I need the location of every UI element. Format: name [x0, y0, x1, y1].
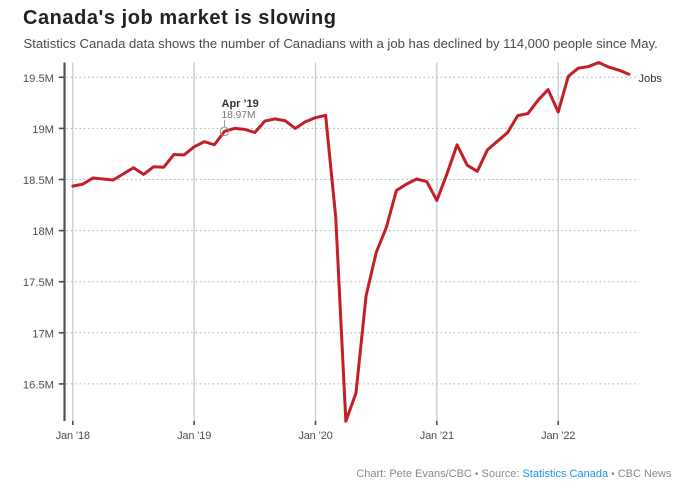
svg-text:16.5M: 16.5M [23, 379, 54, 391]
svg-text:19M: 19M [32, 124, 54, 136]
svg-text:19.5M: 19.5M [23, 73, 54, 85]
svg-text:Jan ’20: Jan ’20 [298, 430, 332, 442]
svg-text:17M: 17M [32, 328, 54, 340]
svg-text:18.5M: 18.5M [23, 175, 54, 187]
svg-text:Jan ’21: Jan ’21 [420, 430, 454, 442]
svg-text:Jan ’19: Jan ’19 [177, 430, 211, 442]
svg-text:18M: 18M [32, 226, 54, 238]
svg-text:Jan ’22: Jan ’22 [541, 430, 575, 442]
svg-text:Apr ’19: Apr ’19 [222, 98, 259, 110]
svg-text:Jan ’18: Jan ’18 [56, 430, 90, 442]
svg-text:Jobs: Jobs [638, 73, 662, 85]
svg-text:18.97M: 18.97M [222, 110, 256, 121]
svg-text:17.5M: 17.5M [23, 277, 54, 289]
